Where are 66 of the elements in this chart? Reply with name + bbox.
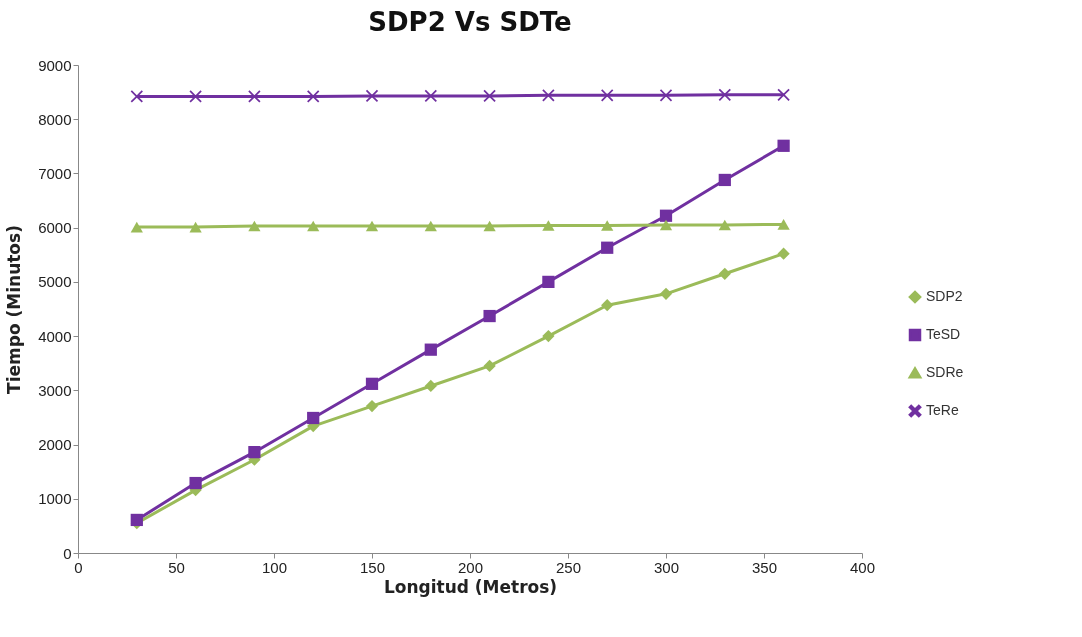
point — [248, 446, 261, 459]
x-tick-label: 200 — [457, 558, 484, 576]
y-tick-label: 5000 — [38, 273, 72, 291]
x-tick-label: 300 — [653, 558, 680, 576]
point — [601, 299, 614, 312]
point — [130, 221, 143, 233]
point — [365, 377, 379, 390]
y-tick-label: 2000 — [38, 436, 72, 454]
x-tick-label: 400 — [849, 558, 876, 576]
legend-label: SDP2 — [926, 288, 963, 304]
point — [718, 173, 731, 187]
y-tick-label: 3000 — [38, 381, 72, 399]
point — [424, 89, 437, 103]
y-tick-label: 6000 — [38, 219, 72, 237]
point — [542, 220, 555, 231]
point — [659, 209, 673, 222]
point — [542, 275, 555, 289]
chart-title: SDP2 Vs SDTe — [368, 7, 572, 37]
point — [601, 89, 614, 102]
point — [130, 513, 143, 527]
point — [601, 220, 614, 231]
x-tick-label: 350 — [751, 558, 778, 576]
legend-label: SDRe — [926, 364, 964, 380]
point — [424, 220, 437, 232]
y-tick-label: 0 — [63, 544, 72, 562]
legend-label: TeSD — [926, 326, 961, 342]
point — [542, 329, 555, 343]
point — [718, 219, 731, 231]
x-tick-label: 100 — [261, 558, 288, 576]
point — [248, 220, 261, 232]
point — [189, 90, 202, 103]
point — [424, 343, 437, 356]
point — [777, 219, 790, 230]
y-tick-label: 9000 — [38, 56, 72, 74]
point — [483, 309, 496, 323]
y-tick-label: 8000 — [38, 110, 72, 128]
point — [189, 476, 202, 490]
x-tick-label: 0 — [74, 558, 83, 576]
point — [307, 220, 320, 232]
y-tick-label: 4000 — [38, 327, 72, 345]
x-tick-label: 250 — [555, 558, 582, 576]
point — [483, 220, 496, 232]
x-tick-label: 150 — [359, 558, 386, 576]
legend-label: TeRe — [926, 402, 959, 418]
y-axis-title: Tiempo (Minutos) — [4, 225, 25, 394]
point — [718, 267, 731, 280]
point — [542, 89, 555, 102]
x-axis-title: Longitud (Metros) — [383, 576, 558, 597]
point — [777, 88, 790, 101]
point — [365, 399, 379, 413]
point — [307, 411, 320, 425]
point — [365, 220, 379, 232]
point — [248, 90, 261, 103]
point — [189, 221, 202, 233]
x-tick-label: 50 — [168, 558, 185, 576]
point — [601, 241, 614, 254]
point — [365, 89, 379, 103]
point — [718, 88, 731, 101]
y-tick-label: 1000 — [38, 490, 72, 508]
point — [659, 219, 673, 231]
point — [424, 379, 437, 393]
point — [659, 287, 673, 300]
point — [777, 139, 790, 152]
point — [483, 359, 496, 373]
point — [777, 247, 790, 260]
y-tick-label: 7000 — [38, 164, 72, 182]
